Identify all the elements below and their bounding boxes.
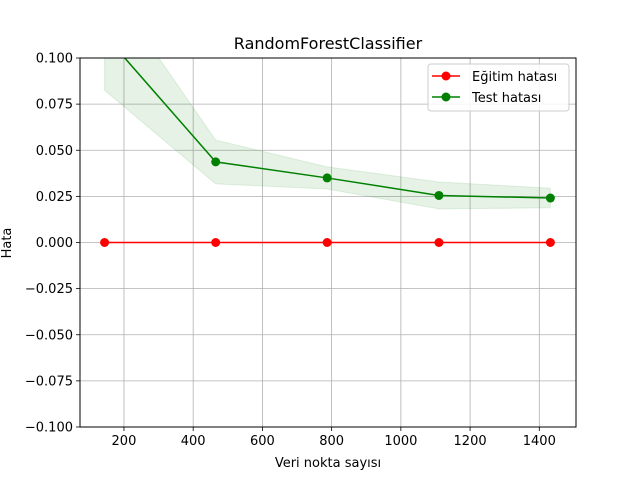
legend: Eğitim hatası Test hatası <box>427 63 570 112</box>
band-test <box>104 58 551 210</box>
y-tick-label: −0.050 <box>25 328 73 343</box>
y-tick-label: −0.100 <box>25 421 73 436</box>
x-tick-label: 1400 <box>523 434 556 449</box>
y-axis-ticks: 0.100 0.075 0.050 0.025 0.000 −0.025 −0.050 −0.… <box>25 52 80 436</box>
x-tick-label: 1200 <box>454 434 487 449</box>
point-train <box>434 238 444 247</box>
x-tick-label: 1000 <box>384 434 417 449</box>
y-tick-label: 0.075 <box>36 98 73 113</box>
x-tick-label: 600 <box>250 434 275 449</box>
point-test <box>434 190 444 200</box>
legend-label-test: Test hatası <box>471 91 541 106</box>
legend-marker-train <box>441 71 451 81</box>
x-tick-label: 800 <box>319 434 344 449</box>
point-train <box>211 238 221 247</box>
x-axis-ticks: 200 400 600 800 1000 1200 1400 <box>112 427 556 449</box>
x-tick-label: 200 <box>112 434 137 449</box>
point-test <box>211 157 221 167</box>
chart-title: RandomForestClassifier <box>234 34 423 53</box>
point-train <box>545 238 555 247</box>
point-train <box>322 238 332 247</box>
point-test <box>545 193 555 203</box>
y-tick-label: −0.075 <box>25 374 73 389</box>
x-tick-label: 400 <box>181 434 206 449</box>
legend-label-train: Eğitim hatası <box>472 70 557 85</box>
y-tick-label: −0.025 <box>25 282 73 297</box>
legend-marker-test <box>441 92 451 102</box>
x-axis-label: Veri nokta sayısı <box>275 456 381 471</box>
y-tick-label: 0.025 <box>36 190 73 205</box>
y-tick-label: 0.050 <box>36 144 73 159</box>
legend-frame <box>427 63 570 112</box>
y-tick-label: 0.100 <box>36 52 73 67</box>
y-axis-label: Hata <box>0 228 15 259</box>
point-test <box>322 173 332 183</box>
point-train <box>100 238 110 247</box>
series-markers <box>100 157 555 247</box>
y-tick-label: 0.000 <box>36 236 73 251</box>
